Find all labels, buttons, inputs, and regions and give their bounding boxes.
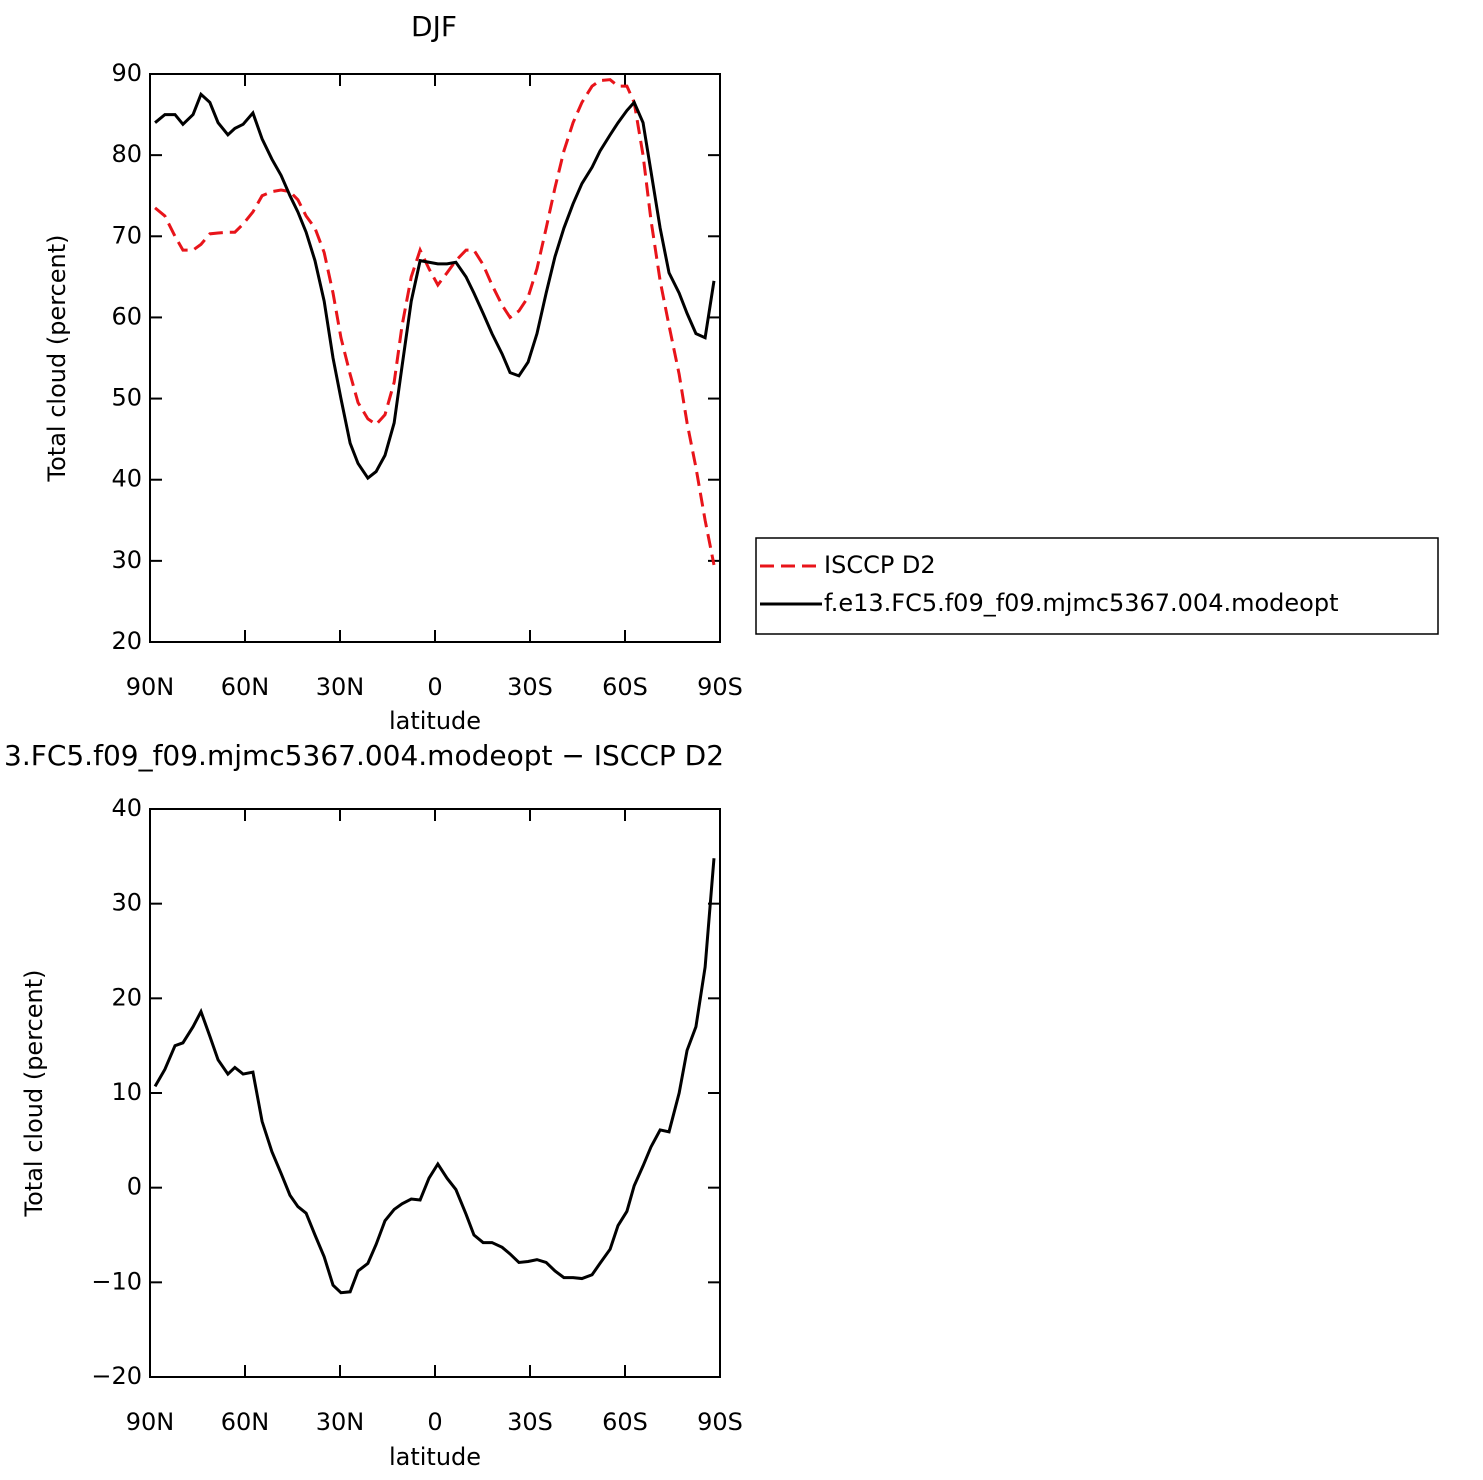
- x-tick-label: 0: [427, 1408, 442, 1436]
- x-tick-label: 90S: [697, 673, 743, 701]
- plot-frame: [149, 73, 721, 643]
- y-tick-label: 20: [111, 627, 142, 655]
- chart-title: 3.FC5.f09_f09.mjmc5367.004.modeopt − ISC…: [4, 739, 724, 772]
- y-tick-label: 0: [127, 1173, 142, 1201]
- data-line: [154, 78, 716, 566]
- x-tick-label: 60S: [602, 673, 648, 701]
- x-tick-label: 90N: [126, 1408, 175, 1436]
- x-tick-label: 60N: [221, 1408, 270, 1436]
- legend-label: f.e13.FC5.f09_f09.mjmc5367.004.modeopt: [824, 589, 1339, 617]
- x-tick-label: 30S: [507, 1408, 553, 1436]
- data-line: [154, 91, 716, 481]
- x-tick-label: 30S: [507, 673, 553, 701]
- legend-box: [755, 537, 1439, 635]
- x-tick-label: 30N: [316, 673, 365, 701]
- y-tick-label: 40: [111, 465, 142, 493]
- y-tick-label: 60: [111, 302, 142, 330]
- y-tick-label: 70: [111, 221, 142, 249]
- legend-label: ISCCP D2: [824, 551, 936, 579]
- x-tick-label: 0: [427, 673, 442, 701]
- x-tick-label: 30N: [316, 1408, 365, 1436]
- y-axis-label: Total cloud (percent): [43, 235, 71, 483]
- x-tick-label: 60S: [602, 1408, 648, 1436]
- x-axis-label: latitude: [389, 1443, 481, 1471]
- chart-title: DJF: [411, 10, 457, 43]
- y-tick-label: −20: [91, 1362, 142, 1390]
- x-axis-label: latitude: [389, 707, 481, 735]
- y-tick-label: −10: [91, 1267, 142, 1295]
- data-line: [153, 858, 716, 1295]
- y-tick-label: 30: [111, 889, 142, 917]
- y-tick-label: 30: [111, 546, 142, 574]
- y-tick-label: 90: [111, 59, 142, 87]
- x-tick-label: 90S: [697, 1408, 743, 1436]
- x-tick-label: 60N: [221, 673, 270, 701]
- plot-frame: [149, 808, 721, 1378]
- y-tick-label: 10: [111, 1078, 142, 1106]
- x-tick-label: 90N: [126, 673, 175, 701]
- y-tick-label: 20: [111, 983, 142, 1011]
- y-tick-label: 80: [111, 140, 142, 168]
- y-tick-label: 40: [111, 794, 142, 822]
- y-tick-label: 50: [111, 384, 142, 412]
- y-axis-label: Total cloud (percent): [20, 970, 48, 1218]
